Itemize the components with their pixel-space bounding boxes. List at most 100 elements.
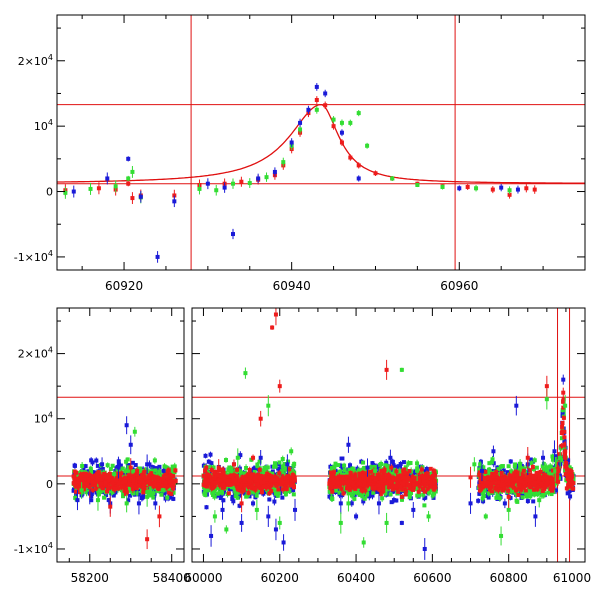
data-point: [217, 490, 222, 495]
data-point: [81, 471, 86, 476]
data-point: [204, 478, 209, 483]
data-point: [94, 458, 99, 463]
data-point: [142, 469, 147, 474]
data-point: [268, 478, 273, 483]
data-point: [214, 485, 219, 490]
data-point: [100, 469, 105, 474]
data-point: [126, 465, 131, 470]
data-point: [116, 486, 121, 491]
data-point: [98, 481, 103, 486]
data-point: [88, 186, 93, 191]
data-point: [218, 478, 223, 483]
data-point: [267, 497, 272, 502]
data-point: [156, 486, 161, 491]
data-point: [169, 467, 174, 472]
data-point: [135, 476, 140, 481]
data-point: [270, 471, 275, 476]
data-point: [155, 489, 160, 494]
data-point: [94, 490, 99, 495]
data-point: [79, 473, 84, 478]
data-point: [95, 463, 100, 468]
data-point: [255, 462, 260, 467]
data-point: [278, 480, 283, 485]
data-point: [63, 190, 68, 195]
data-point: [247, 468, 252, 473]
data-point: [246, 485, 251, 490]
data-point: [490, 187, 495, 192]
data-point: [237, 503, 242, 508]
data-point: [83, 464, 88, 469]
data-point: [111, 478, 116, 483]
data-point: [140, 474, 145, 479]
data-point: [223, 478, 228, 483]
data-point: [152, 458, 157, 463]
data-point: [214, 188, 219, 193]
data-point: [269, 483, 274, 488]
data-point: [157, 476, 162, 481]
data-point: [84, 473, 89, 478]
data-point: [71, 189, 76, 194]
data-point: [172, 199, 177, 204]
data-point: [234, 473, 239, 478]
data-point: [281, 472, 286, 477]
data-point: [143, 467, 148, 472]
data-point: [197, 186, 202, 191]
data-point: [73, 484, 78, 489]
data-point: [149, 485, 154, 490]
data-point: [127, 473, 132, 478]
data-point: [111, 493, 116, 498]
data-point: [110, 463, 115, 468]
data-point: [348, 155, 353, 160]
data-point: [78, 481, 83, 486]
data-point: [277, 460, 282, 465]
data-point: [218, 496, 223, 501]
data-point: [107, 471, 112, 476]
data-point: [206, 480, 211, 485]
data-point: [269, 489, 274, 494]
data-point: [132, 484, 137, 489]
data-point: [246, 490, 251, 495]
data-point: [143, 476, 148, 481]
data-point: [243, 483, 248, 488]
data-point: [249, 488, 254, 493]
data-point: [105, 463, 110, 468]
data-point: [272, 169, 277, 174]
data-point: [507, 192, 512, 197]
data-point: [290, 468, 295, 473]
data-point: [208, 465, 213, 470]
data-point: [102, 475, 107, 480]
data-point: [171, 474, 176, 479]
data-point: [90, 488, 95, 493]
data-point: [141, 490, 146, 495]
data-point: [281, 480, 286, 485]
data-point: [118, 463, 123, 468]
data-point: [226, 482, 231, 487]
data-point: [225, 478, 230, 483]
data-point: [209, 485, 214, 490]
data-point: [245, 493, 250, 498]
data-point: [151, 491, 156, 496]
data-point: [151, 474, 156, 479]
data-point: [323, 91, 328, 96]
data-point: [276, 490, 281, 495]
data-point: [348, 120, 353, 125]
data-point: [153, 475, 158, 480]
data-point: [137, 479, 142, 484]
data-point: [203, 493, 208, 498]
data-point: [153, 468, 158, 473]
data-point: [258, 482, 263, 487]
data-point: [233, 471, 238, 476]
data-point: [92, 477, 97, 482]
data-point: [155, 254, 160, 259]
data-point: [246, 473, 251, 478]
data-point: [280, 464, 285, 469]
data-point: [95, 476, 100, 481]
data-point: [210, 490, 215, 495]
data-point: [281, 160, 286, 165]
data-point: [251, 466, 256, 471]
data-point: [95, 481, 100, 486]
data-point: [270, 477, 275, 482]
data-point: [391, 498, 396, 503]
data-point: [287, 467, 292, 472]
data-point: [233, 481, 238, 486]
